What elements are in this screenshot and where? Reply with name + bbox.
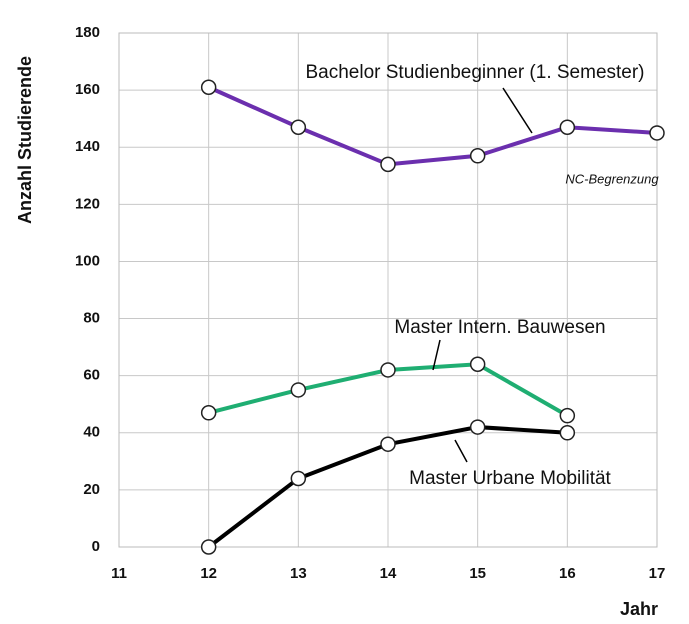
point	[200, 405, 217, 421]
y-tick-label: 40	[83, 424, 100, 441]
point	[559, 407, 576, 424]
point	[559, 119, 576, 135]
leader-line	[454, 439, 468, 463]
x-tick-label: 15	[469, 565, 486, 582]
x-tick-label: 14	[380, 565, 397, 582]
y-tick-label: 120	[75, 195, 100, 212]
y-tick-label: 20	[83, 481, 100, 498]
y-tick-label: 180	[75, 24, 100, 41]
series-line	[207, 85, 658, 167]
x-tick-label: 11	[111, 565, 127, 582]
point	[380, 362, 396, 378]
y-axis-label: Anzahl Studierende	[15, 56, 35, 224]
point	[649, 125, 665, 141]
point	[200, 79, 217, 96]
series-label: Bachelor Studienbeginner (1. Semester)	[305, 62, 644, 83]
series-label: Master Urbane Mobilität	[409, 468, 611, 489]
y-tick-label: 0	[92, 538, 100, 555]
leader-line	[432, 339, 441, 371]
y-tick-label: 80	[83, 310, 100, 327]
point	[290, 119, 307, 135]
y-tick-label: 140	[75, 138, 100, 155]
point	[290, 470, 307, 487]
y-tick-label: 100	[75, 252, 100, 269]
series-label: Master Intern. Bauwesen	[394, 317, 605, 338]
x-tick-label: 16	[559, 565, 576, 582]
annotation: NC-Begrenzung	[565, 171, 659, 186]
x-axis-label: Jahr	[620, 599, 658, 619]
y-tick-label: 60	[83, 367, 100, 384]
point	[559, 425, 576, 441]
y-tick-label: 160	[75, 81, 100, 98]
x-tick-label: 13	[290, 565, 307, 582]
point	[380, 436, 396, 452]
point	[200, 539, 217, 555]
point	[469, 148, 486, 164]
leader-line	[502, 87, 533, 134]
point	[290, 382, 307, 398]
plot-frame	[118, 32, 658, 548]
x-tick-label: 12	[200, 565, 217, 582]
x-tick-label: 17	[649, 565, 666, 582]
point	[469, 419, 486, 435]
point	[380, 156, 396, 173]
point	[469, 356, 486, 372]
